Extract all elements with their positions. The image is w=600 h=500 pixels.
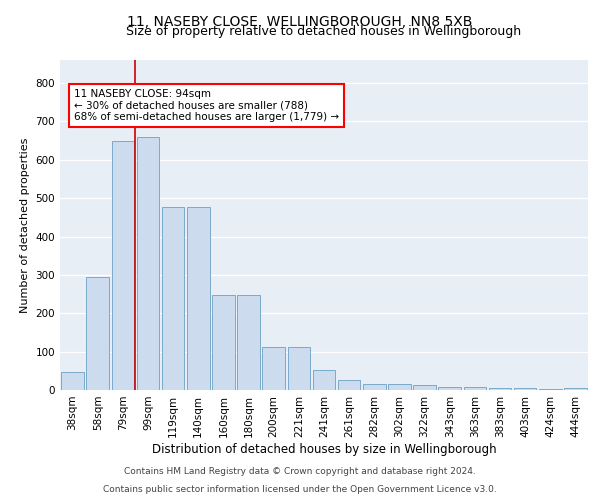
Bar — [86, 277, 109, 390]
Text: 11 NASEBY CLOSE: 94sqm
← 30% of detached houses are smaller (788)
68% of semi-de: 11 NASEBY CLOSE: 94sqm ← 30% of detached… — [74, 89, 339, 122]
Text: Contains HM Land Registry data © Crown copyright and database right 2024.: Contains HM Land Registry data © Crown c… — [124, 467, 476, 476]
Text: Contains public sector information licensed under the Open Government Licence v3: Contains public sector information licen… — [103, 485, 497, 494]
Bar — [237, 295, 260, 390]
Bar — [162, 206, 184, 390]
Bar — [439, 388, 461, 390]
Bar — [413, 385, 436, 390]
Bar — [137, 136, 160, 390]
Bar — [488, 388, 511, 390]
Bar — [287, 346, 310, 390]
Y-axis label: Number of detached properties: Number of detached properties — [20, 138, 30, 312]
Bar — [313, 370, 335, 390]
Bar — [539, 389, 562, 390]
Bar — [187, 206, 209, 390]
Bar — [262, 346, 285, 390]
Bar — [564, 388, 587, 390]
Title: Size of property relative to detached houses in Wellingborough: Size of property relative to detached ho… — [127, 25, 521, 38]
Bar — [388, 384, 411, 390]
Bar — [338, 380, 361, 390]
X-axis label: Distribution of detached houses by size in Wellingborough: Distribution of detached houses by size … — [152, 442, 496, 456]
Bar — [61, 372, 84, 390]
Bar — [514, 388, 536, 390]
Bar — [464, 388, 486, 390]
Bar — [212, 295, 235, 390]
Bar — [112, 140, 134, 390]
Bar — [363, 384, 386, 390]
Text: 11, NASEBY CLOSE, WELLINGBOROUGH, NN8 5XB: 11, NASEBY CLOSE, WELLINGBOROUGH, NN8 5X… — [127, 15, 473, 29]
